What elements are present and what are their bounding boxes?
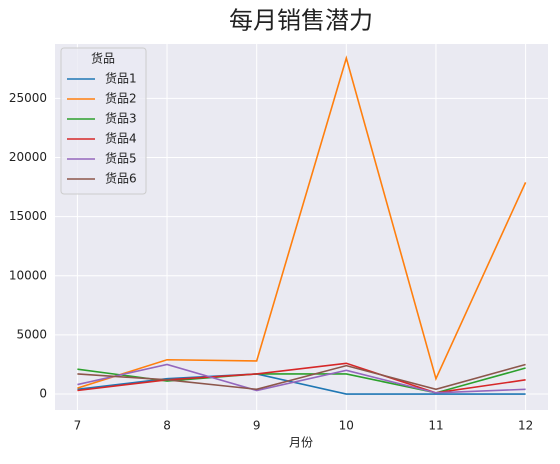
x-tick-label: 7 — [74, 419, 82, 433]
legend-label: 货品3 — [105, 111, 137, 126]
legend-label: 货品4 — [105, 131, 137, 146]
series-line — [77, 362, 526, 394]
y-tick-label: 25000 — [9, 91, 47, 105]
series-line — [77, 373, 526, 395]
grid — [55, 44, 548, 410]
y-tick-label: 15000 — [9, 209, 47, 223]
series-line — [77, 363, 526, 391]
x-tick-label: 12 — [518, 419, 533, 433]
series-line — [77, 55, 527, 389]
legend-label: 货品6 — [105, 171, 137, 186]
legend-title: 货品 — [91, 51, 115, 66]
series-line — [77, 363, 526, 394]
x-tick-label: 8 — [163, 419, 171, 433]
y-tick-label: 10000 — [9, 268, 47, 282]
x-tick-label: 9 — [253, 419, 261, 433]
legend-label: 货品5 — [105, 151, 137, 166]
legend-label: 货品2 — [105, 91, 137, 106]
y-tick-label: 5000 — [16, 327, 47, 341]
lines — [77, 55, 527, 395]
chart-title: 每月销售潜力 — [229, 7, 373, 35]
legend-label: 货品1 — [105, 71, 137, 86]
y-tick-label: 20000 — [9, 150, 47, 164]
x-tick-label: 11 — [428, 419, 443, 433]
x-tick-label: 10 — [339, 419, 354, 433]
y-tick-label: 0 — [39, 387, 47, 401]
legend-box — [60, 47, 147, 195]
x-axis-label: 月份 — [289, 436, 313, 450]
